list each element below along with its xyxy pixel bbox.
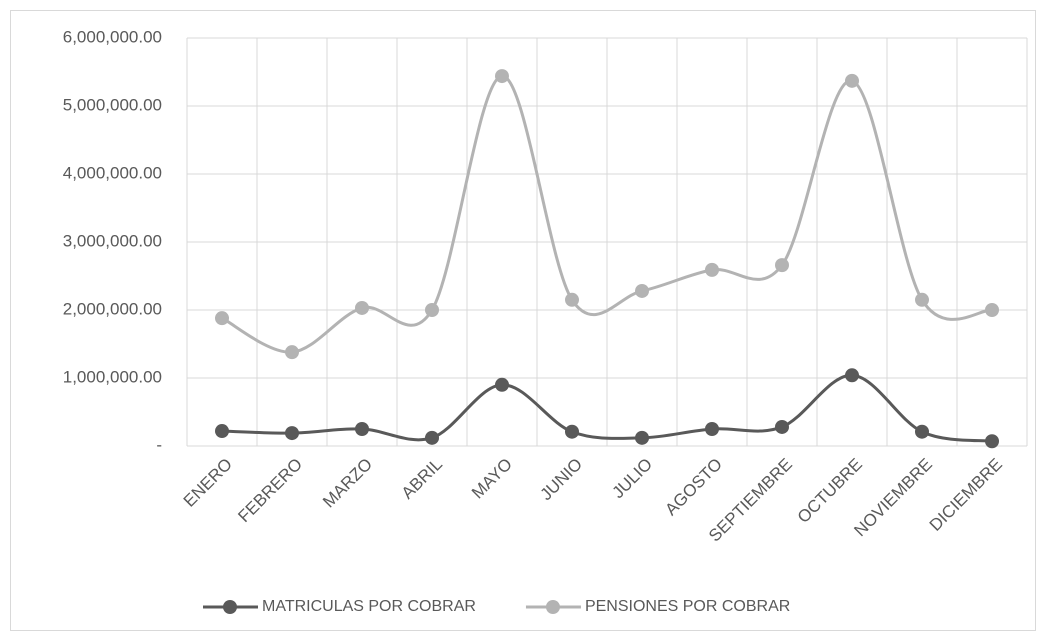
data-point bbox=[425, 303, 439, 317]
data-point bbox=[495, 377, 509, 392]
legend-marker bbox=[223, 600, 237, 614]
data-point bbox=[355, 422, 369, 436]
data-point bbox=[705, 262, 719, 277]
data-point bbox=[565, 292, 579, 307]
chart-border bbox=[10, 10, 1036, 631]
data-point bbox=[635, 430, 649, 445]
legend-label: PENSIONES POR COBRAR bbox=[585, 598, 790, 615]
series-line bbox=[221, 74, 993, 354]
data-point bbox=[775, 419, 789, 434]
data-point bbox=[985, 434, 999, 449]
data-point bbox=[565, 424, 579, 439]
data-point bbox=[215, 311, 229, 326]
data-point bbox=[355, 300, 369, 315]
legend: MATRICULAS POR COBRAR PENSIONES POR COBRA… bbox=[203, 598, 790, 615]
y-tick-label: 6,000,000.00 bbox=[63, 27, 162, 46]
data-point bbox=[845, 368, 859, 383]
y-tick-label: 2,000,000.00 bbox=[63, 299, 162, 318]
data-point bbox=[495, 69, 509, 84]
data-point bbox=[915, 424, 929, 439]
data-point bbox=[775, 258, 789, 273]
data-point bbox=[985, 303, 999, 317]
legend-label: MATRICULAS POR COBRAR bbox=[262, 598, 476, 615]
y-tick-label: 5,000,000.00 bbox=[63, 95, 162, 114]
y-tick-label: 4,000,000.00 bbox=[63, 163, 162, 182]
data-point bbox=[635, 283, 649, 298]
data-point bbox=[215, 424, 229, 439]
y-tick-label: 1,000,000.00 bbox=[63, 367, 162, 386]
data-point bbox=[845, 73, 859, 88]
data-point bbox=[915, 292, 929, 307]
data-point bbox=[285, 345, 299, 360]
y-tick-label: - bbox=[156, 435, 162, 454]
legend-marker bbox=[545, 600, 560, 614]
data-point bbox=[285, 426, 299, 441]
data-point bbox=[705, 422, 719, 436]
data-point bbox=[425, 430, 439, 445]
y-tick-label: 3,000,000.00 bbox=[63, 231, 162, 250]
